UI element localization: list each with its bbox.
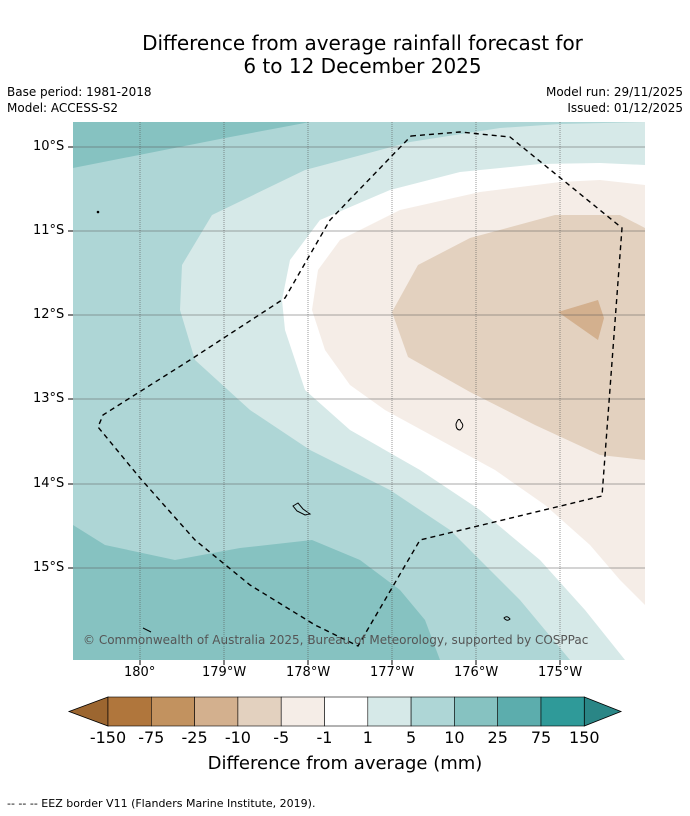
lon-tick-label: 180° — [124, 665, 156, 680]
lon-tick-label: 177°W — [370, 665, 415, 680]
colorbar-segment — [324, 696, 369, 727]
colorbar-segment — [151, 696, 195, 727]
colorbar-tick-label: 150 — [569, 728, 600, 747]
lon-tick-label: 175°W — [538, 665, 583, 680]
colorbar-segment — [280, 696, 325, 727]
colorbar-segment — [237, 696, 282, 727]
colorbar-segment — [367, 696, 412, 727]
colorbar-segment — [410, 696, 455, 727]
colorbar-title: Difference from average (mm) — [207, 753, 483, 774]
lat-tick-label: 10°S — [33, 139, 65, 154]
model-run: Model run: 29/11/2025 — [545, 85, 683, 99]
colorbar-tick-label: 25 — [487, 728, 508, 747]
eez-border — [97, 131, 623, 647]
colorbar-tick-label: 10 — [444, 728, 465, 747]
colorbar-tick-label: 1 — [362, 728, 373, 747]
lat-tick-label: 12°S — [33, 307, 65, 322]
graticule — [73, 122, 645, 660]
model-name: Model: ACCESS-S2 — [7, 101, 119, 115]
issued-date: Issued: 01/12/2025 — [567, 101, 683, 115]
contour-25-75-south — [73, 525, 440, 660]
lat-tick-label: 11°S — [33, 223, 65, 238]
title-line-1: Difference from average rainfall forecas… — [142, 31, 583, 55]
contour-25-75-north — [73, 122, 310, 168]
colorbar-segment — [497, 696, 542, 727]
island-outlines — [96, 210, 511, 633]
colorbar-tick-label: -75 — [138, 728, 165, 747]
base-period: Base period: 1981-2018 — [7, 85, 152, 99]
colorbar-tick-label: -150 — [89, 728, 127, 747]
colorbar-segment — [540, 696, 585, 727]
contour-neg10-neg25 — [558, 300, 604, 340]
colorbar-segment — [454, 696, 498, 727]
colorbar-tick-label: -25 — [181, 728, 208, 747]
colorbar-extend-high — [583, 696, 623, 727]
lon-tick-label: 179°W — [202, 665, 247, 680]
colorbar-segment — [107, 696, 152, 727]
colorbar-tick-label: -1 — [316, 728, 333, 747]
colorbar-extend-low — [67, 696, 109, 727]
copyright-notice: © Commonwealth of Australia 2025, Bureau… — [83, 633, 589, 647]
lat-tick-label: 14°S — [33, 476, 65, 491]
title-line-2: 6 to 12 December 2025 — [243, 54, 482, 78]
colorbar-tick-label: 75 — [530, 728, 552, 747]
colorbar-tick-label: 5 — [406, 728, 417, 747]
lon-tick-label: 176°W — [454, 665, 499, 680]
lon-tick-label: 178°W — [286, 665, 331, 680]
eez-footnote: -- -- -- EEZ border V11 (Flanders Marine… — [7, 797, 316, 810]
axis-tick-marks — [68, 146, 561, 665]
lat-tick-label: 15°S — [33, 560, 65, 575]
lat-tick-label: 13°S — [33, 391, 65, 406]
colorbar — [67, 696, 623, 727]
rainfall-contours — [73, 122, 645, 660]
colorbar-tick-label: -10 — [224, 728, 251, 747]
colorbar-segment — [194, 696, 239, 727]
colorbar-tick-label: -5 — [273, 728, 290, 747]
